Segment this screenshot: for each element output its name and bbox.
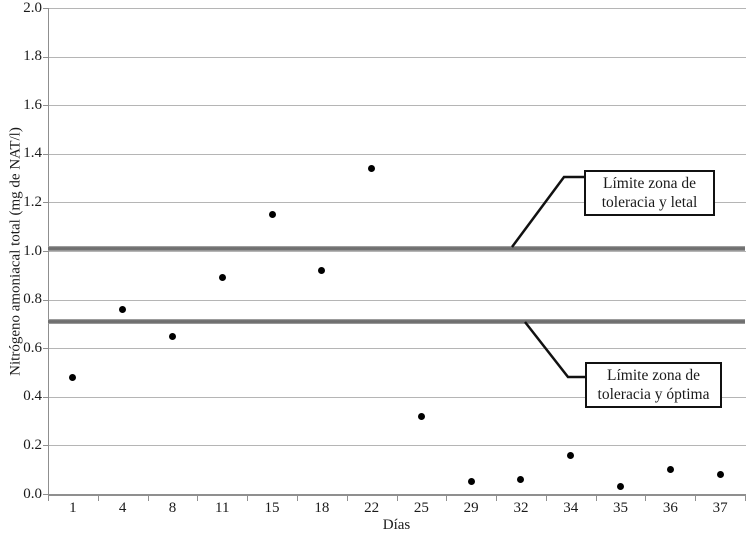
- x-axis-tick: [745, 496, 746, 501]
- x-axis-tick: [296, 496, 298, 501]
- y-tick-label: 0.0: [23, 485, 42, 502]
- y-tick-label: 0.8: [23, 291, 42, 308]
- data-point-day-25: [417, 412, 425, 420]
- x-tick-label: 34: [563, 500, 579, 516]
- y-tick-label: 1.4: [23, 145, 42, 162]
- y-axis-tick: [43, 153, 48, 155]
- y-axis-tick: [43, 494, 48, 495]
- data-point-day-34: [567, 451, 575, 459]
- y-gridline: [49, 8, 746, 9]
- data-point-day-4: [119, 305, 127, 313]
- y-gridline: [49, 105, 746, 107]
- x-tick-label: 4: [118, 500, 127, 516]
- y-gridline: [49, 396, 746, 398]
- y-axis-tick: [43, 105, 48, 107]
- x-tick-label: 15: [264, 500, 280, 516]
- callout-limit-optima-line2: toleracia y óptima: [597, 386, 710, 403]
- data-point-day-36: [666, 466, 674, 474]
- x-axis-tick: [147, 496, 149, 501]
- y-axis-tick: [43, 445, 48, 447]
- callout-limit-optima-line1: Límite zona de: [607, 367, 700, 384]
- limit-line: [48, 246, 745, 252]
- y-gridline: [49, 445, 746, 447]
- x-axis-tick: [496, 496, 498, 501]
- x-axis-tick: [346, 496, 348, 501]
- y-axis-tick: [43, 8, 48, 9]
- x-axis-tick: [48, 496, 49, 501]
- y-tick-label: 0.2: [23, 436, 42, 453]
- x-tick-label: 11: [215, 500, 230, 516]
- data-point-day-15: [268, 211, 276, 219]
- x-axis-tick: [446, 496, 448, 501]
- data-point-day-11: [218, 274, 226, 282]
- data-point-day-22: [368, 164, 376, 172]
- y-tick-label: 1.0: [23, 242, 42, 259]
- callout-limit-letal: Límite zona de toleracia y letal: [584, 170, 715, 216]
- x-tick-label: 29: [463, 500, 479, 516]
- y-gridline: [49, 56, 746, 58]
- y-gridline: [49, 153, 746, 155]
- data-point-day-37: [716, 471, 724, 479]
- callout-limit-letal-line1: Límite zona de: [603, 175, 696, 192]
- x-axis-tick: [645, 496, 647, 501]
- y-axis-tick: [43, 202, 48, 204]
- y-axis-tick: [43, 56, 48, 58]
- x-axis-tick: [545, 496, 547, 501]
- x-tick-label: 22: [364, 500, 380, 516]
- data-point-day-29: [467, 478, 475, 486]
- y-tick-label: 1.2: [23, 193, 42, 210]
- x-tick-label: 1: [69, 500, 77, 516]
- y-tick-label: 0.4: [23, 388, 42, 405]
- data-point-day-8: [168, 332, 176, 340]
- x-axis-tick: [97, 496, 99, 501]
- callout-limit-letal-line2: toleracia y letal: [601, 194, 698, 211]
- data-point-day-35: [617, 483, 625, 491]
- x-axis-title: Días: [382, 517, 411, 533]
- x-tick-label: 37: [712, 500, 728, 516]
- x-axis-tick: [595, 496, 597, 501]
- y-tick-label: 1.8: [23, 48, 42, 65]
- x-axis-tick: [197, 496, 199, 501]
- y-axis-tick: [43, 251, 48, 252]
- y-gridline: [49, 202, 746, 204]
- x-tick-label: 8: [168, 500, 177, 516]
- x-axis-tick: [695, 496, 697, 501]
- limit-line: [48, 318, 745, 324]
- y-axis-tick: [43, 299, 48, 301]
- y-axis-tick: [43, 396, 48, 398]
- data-point-day-32: [517, 475, 525, 483]
- y-tick-label: 1.6: [23, 96, 42, 113]
- callout-limit-optima: Límite zona de toleracia y óptima: [585, 362, 722, 408]
- x-tick-label: 35: [613, 500, 629, 516]
- y-gridline: [49, 299, 746, 301]
- y-gridline: [49, 348, 746, 350]
- y-axis-tick: [43, 348, 48, 350]
- x-tick-label: 18: [314, 500, 330, 516]
- plot-area: [48, 8, 746, 496]
- y-gridline: [49, 251, 746, 252]
- x-axis-tick: [247, 496, 249, 501]
- x-tick-label: 32: [513, 500, 529, 516]
- x-tick-label: 36: [662, 500, 678, 516]
- data-point-day-1: [69, 373, 77, 381]
- x-axis-tick: [396, 496, 398, 501]
- y-tick-label: 2.0: [23, 0, 42, 16]
- y-tick-label: 0.6: [23, 339, 42, 356]
- data-point-day-18: [318, 266, 326, 274]
- x-tick-label: 25: [413, 500, 429, 516]
